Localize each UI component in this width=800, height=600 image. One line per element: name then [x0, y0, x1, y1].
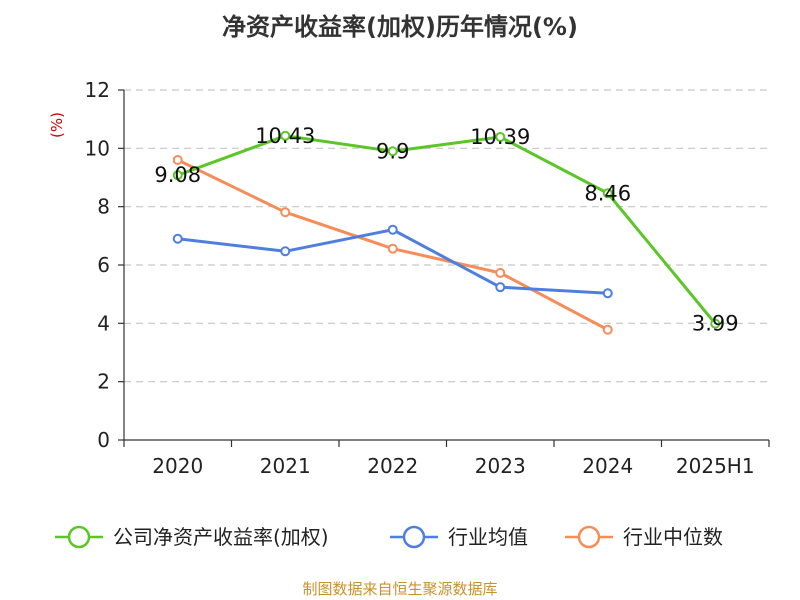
data-point: [280, 130, 291, 141]
y-tick-label: 4: [97, 311, 110, 335]
legend-label: 行业均值: [448, 525, 528, 549]
x-tick-label: 2024: [582, 454, 633, 478]
legend-marker: [67, 525, 91, 549]
legend: 公司净资产收益率(加权) 行业均值 行业中位数: [55, 525, 723, 549]
series-line: [176, 228, 610, 295]
data-point: [172, 233, 183, 244]
data-point: [602, 288, 613, 299]
legend-marker: [402, 525, 426, 549]
data-label: 3.99: [692, 312, 739, 336]
grid-lines: [124, 89, 769, 383]
source-note: 制图数据来自恒生聚源数据库: [302, 580, 497, 598]
data-point: [280, 207, 291, 218]
x-tick-label: 2025H1: [676, 454, 755, 478]
y-tick-label: 8: [97, 195, 110, 219]
legend-label: 公司净资产收益率(加权): [113, 525, 329, 549]
data-label: 8.46: [584, 181, 631, 205]
data-point: [387, 243, 398, 254]
data-label: 10.43: [255, 124, 315, 148]
x-tick-label: 2020: [152, 454, 203, 478]
data-point: [495, 282, 506, 293]
data-point: [387, 146, 398, 157]
y-tick-label: 6: [97, 253, 110, 277]
x-tick-label: 2023: [475, 454, 526, 478]
chart-title: 净资产收益率(加权)历年情况(%): [222, 13, 578, 41]
data-point: [280, 246, 291, 257]
data-point: [387, 224, 398, 235]
x-tick-label: 2022: [367, 454, 418, 478]
legend-label: 行业中位数: [623, 525, 723, 549]
y-tick-label: 12: [85, 78, 110, 102]
data-labels: 9.08 10.43 9.9 10.39 8.46 3.99: [154, 124, 738, 336]
y-tick-label: 10: [85, 136, 110, 160]
data-point: [602, 324, 613, 335]
x-tick-label: 2021: [260, 454, 311, 478]
series-line: [176, 134, 717, 326]
data-point: [172, 170, 183, 181]
data-point: [710, 318, 721, 329]
legend-marker: [577, 525, 601, 549]
data-label: 9.08: [154, 163, 201, 187]
data-label: 9.9: [376, 139, 409, 163]
axes: 0 2 4 6 8 10 12 2020 2021 2022 2023 2024 2025H1: [85, 78, 770, 478]
y-tick-label: 2: [97, 370, 110, 394]
data-label: 10.39: [470, 125, 530, 149]
data-point: [495, 131, 506, 142]
y-tick-label: 0: [97, 428, 110, 452]
data-point: [495, 267, 506, 278]
data-point: [172, 155, 183, 165]
series-group: [172, 130, 721, 335]
data-point: [602, 188, 613, 199]
y-axis-unit-label: (%): [48, 112, 66, 138]
